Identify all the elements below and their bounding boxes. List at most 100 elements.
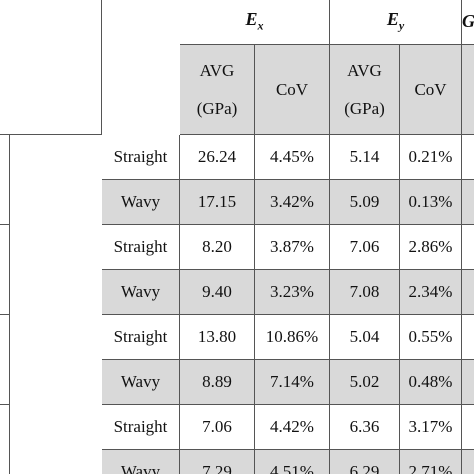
subheader: CoV (400, 45, 462, 135)
group-subscript: y (398, 18, 405, 33)
row-label: Straight (102, 315, 180, 360)
data-cell: 5.04 (330, 315, 400, 360)
data-cell: 2.34% (400, 270, 462, 315)
cell-value: 6.29 (349, 462, 380, 474)
data-cell: 7.29 (180, 450, 255, 474)
cell-value: 13.80 (197, 327, 237, 346)
cell-value: 3.23% (270, 282, 314, 301)
data-cell: 3.23% (255, 270, 330, 315)
group-cell (0, 270, 10, 315)
data-cell: 10.86% (255, 315, 330, 360)
cell-value: 0.55% (408, 327, 453, 346)
cell-value: 7.06 (349, 237, 380, 256)
group-cell (0, 315, 10, 360)
row-label-text: Wavy (120, 192, 161, 211)
cell-value: 5.04 (349, 327, 380, 346)
data-cell: 5.02 (330, 360, 400, 405)
data-cell: 2.04 (462, 360, 474, 405)
data-cell: 3.17% (400, 405, 462, 450)
cell-value: 3.42% (270, 192, 314, 211)
data-cell: 0.55% (400, 315, 462, 360)
data-cell: 2.69 (462, 225, 474, 270)
data-cell: 0.21% (400, 135, 462, 180)
data-cell: 7.06 (180, 405, 255, 450)
cell-value: 5.02 (349, 372, 380, 391)
cell-value: 4.42% (270, 417, 314, 436)
cell-value: 17.15 (197, 192, 237, 211)
row-label: Wavy (102, 270, 180, 315)
row-label-text: Wavy (120, 462, 161, 474)
data-cell: 0.13% (400, 180, 462, 225)
cell-value: 7.08 (349, 282, 380, 301)
group-label: G (462, 11, 474, 32)
cell-value: 8.89 (202, 372, 232, 391)
cell-value: 0.21% (408, 147, 453, 166)
subheader: AVG (GPa) (330, 45, 400, 135)
cell-value: 0.13% (408, 192, 453, 211)
data-cell: 4.51% (255, 450, 330, 474)
subheader-label: AVG (GPa) (196, 60, 238, 118)
data-cell: 7.08 (330, 270, 400, 315)
group-header: G (462, 0, 474, 45)
row-label-text: Straight (113, 237, 168, 256)
data-cell: 7.06 (330, 225, 400, 270)
data-cell: 0.48% (400, 360, 462, 405)
cell-value: 8.20 (202, 237, 232, 256)
data-cell: 2.38 (462, 405, 474, 450)
group-cell (0, 450, 10, 474)
data-cell: 13.80 (180, 315, 255, 360)
group-cell (0, 405, 10, 450)
cell-value: 26.24 (197, 147, 237, 166)
cell-value: 2.71% (408, 462, 453, 474)
group-cell (0, 135, 10, 180)
subheader-label: AVG (GPa) (469, 52, 474, 128)
data-cell: 9.40 (180, 270, 255, 315)
data-cell: 8.89 (180, 360, 255, 405)
group-cell (0, 360, 10, 405)
subheader-label: AVG (GPa) (344, 60, 385, 118)
row-label: Straight (102, 405, 180, 450)
group-cell (0, 180, 10, 225)
data-cell: 2.30 (462, 180, 474, 225)
group-header: Ex (180, 0, 330, 45)
row-label-text: Straight (113, 417, 168, 436)
group-symbol: E (245, 9, 258, 30)
cell-value: 7.06 (202, 417, 232, 436)
data-cell: 5.09 (330, 180, 400, 225)
subheader: AVG (GPa) (462, 45, 474, 135)
group-label: Ey (387, 9, 404, 34)
subheader-label: CoV (414, 79, 447, 99)
row-label: Wavy (102, 180, 180, 225)
data-cell: 3.87% (255, 225, 330, 270)
cell-value: 2.34% (408, 282, 453, 301)
data-cell: 17.15 (180, 180, 255, 225)
data-cell: 7.14% (255, 360, 330, 405)
data-cell: 6.29 (330, 450, 400, 474)
cell-value: 4.51% (270, 462, 314, 474)
group-symbol: G (462, 11, 474, 31)
header-blank (0, 0, 102, 135)
group-cell (0, 225, 10, 270)
data-cell: 6.36 (330, 405, 400, 450)
data-cell: 5.14 (330, 135, 400, 180)
data-cell: 3.42% (255, 180, 330, 225)
group-header: Ey (330, 0, 462, 45)
cell-value: 7.29 (202, 462, 232, 474)
cell-value: 3.87% (270, 237, 314, 256)
data-cell: 2.81 (462, 270, 474, 315)
cell-value: 7.14% (270, 372, 314, 391)
cell-value: 6.36 (349, 417, 380, 436)
cell-value: 0.48% (408, 372, 453, 391)
cell-value: 5.09 (349, 192, 380, 211)
data-cell: 1.76 (462, 315, 474, 360)
data-cell: 4.42% (255, 405, 330, 450)
cell-value: 4.45% (270, 147, 314, 166)
row-label-text: Wavy (120, 282, 161, 301)
data-cell: 2.86% (400, 225, 462, 270)
data-cell: 2.71% (400, 450, 462, 474)
row-label: Wavy (102, 360, 180, 405)
cell-value: 3.17% (408, 417, 453, 436)
data-cell: 8.20 (180, 225, 255, 270)
data-cell: 2.39 (462, 450, 474, 474)
cell-value: 5.14 (349, 147, 380, 166)
